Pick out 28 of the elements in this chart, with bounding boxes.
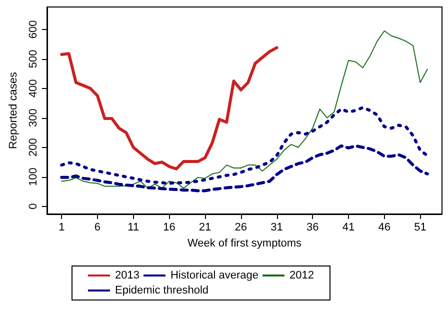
x-tick-label: 36 bbox=[306, 222, 319, 234]
line-series bbox=[60, 106, 429, 185]
y-tick-label: 300 bbox=[28, 108, 40, 128]
y-axis-title: Reported cases bbox=[8, 71, 20, 150]
x-tick-label: 1 bbox=[58, 222, 65, 234]
line-series bbox=[60, 144, 429, 192]
y-tick-label: 200 bbox=[28, 138, 40, 157]
x-tick-label: 41 bbox=[342, 222, 355, 234]
y-tick-label: 100 bbox=[28, 168, 40, 186]
legend-label: 2012 bbox=[290, 270, 314, 282]
x-tick-label: 26 bbox=[234, 222, 248, 234]
line-series bbox=[61, 30, 428, 189]
y-tick-label: 600 bbox=[28, 20, 40, 39]
y-tick-label: 500 bbox=[28, 50, 40, 68]
legend-label: Historical average bbox=[170, 270, 259, 282]
legend-label: Epidemic threshold bbox=[115, 284, 209, 296]
x-tick-label: 11 bbox=[128, 222, 140, 234]
line-series bbox=[60, 46, 278, 170]
x-tick-label: 51 bbox=[414, 222, 426, 234]
x-tick-label: 21 bbox=[198, 222, 212, 234]
x-tick-label: 46 bbox=[378, 222, 390, 234]
y-tick-label: 400 bbox=[28, 79, 40, 98]
y-tick-label: 0 bbox=[28, 203, 40, 210]
legend-label: 2013 bbox=[115, 270, 140, 282]
x-tick-label: 31 bbox=[270, 222, 283, 234]
x-tick-label: 16 bbox=[163, 222, 176, 234]
x-axis-title: Week of first symptoms bbox=[187, 237, 302, 250]
x-tick-label: 6 bbox=[94, 222, 101, 234]
